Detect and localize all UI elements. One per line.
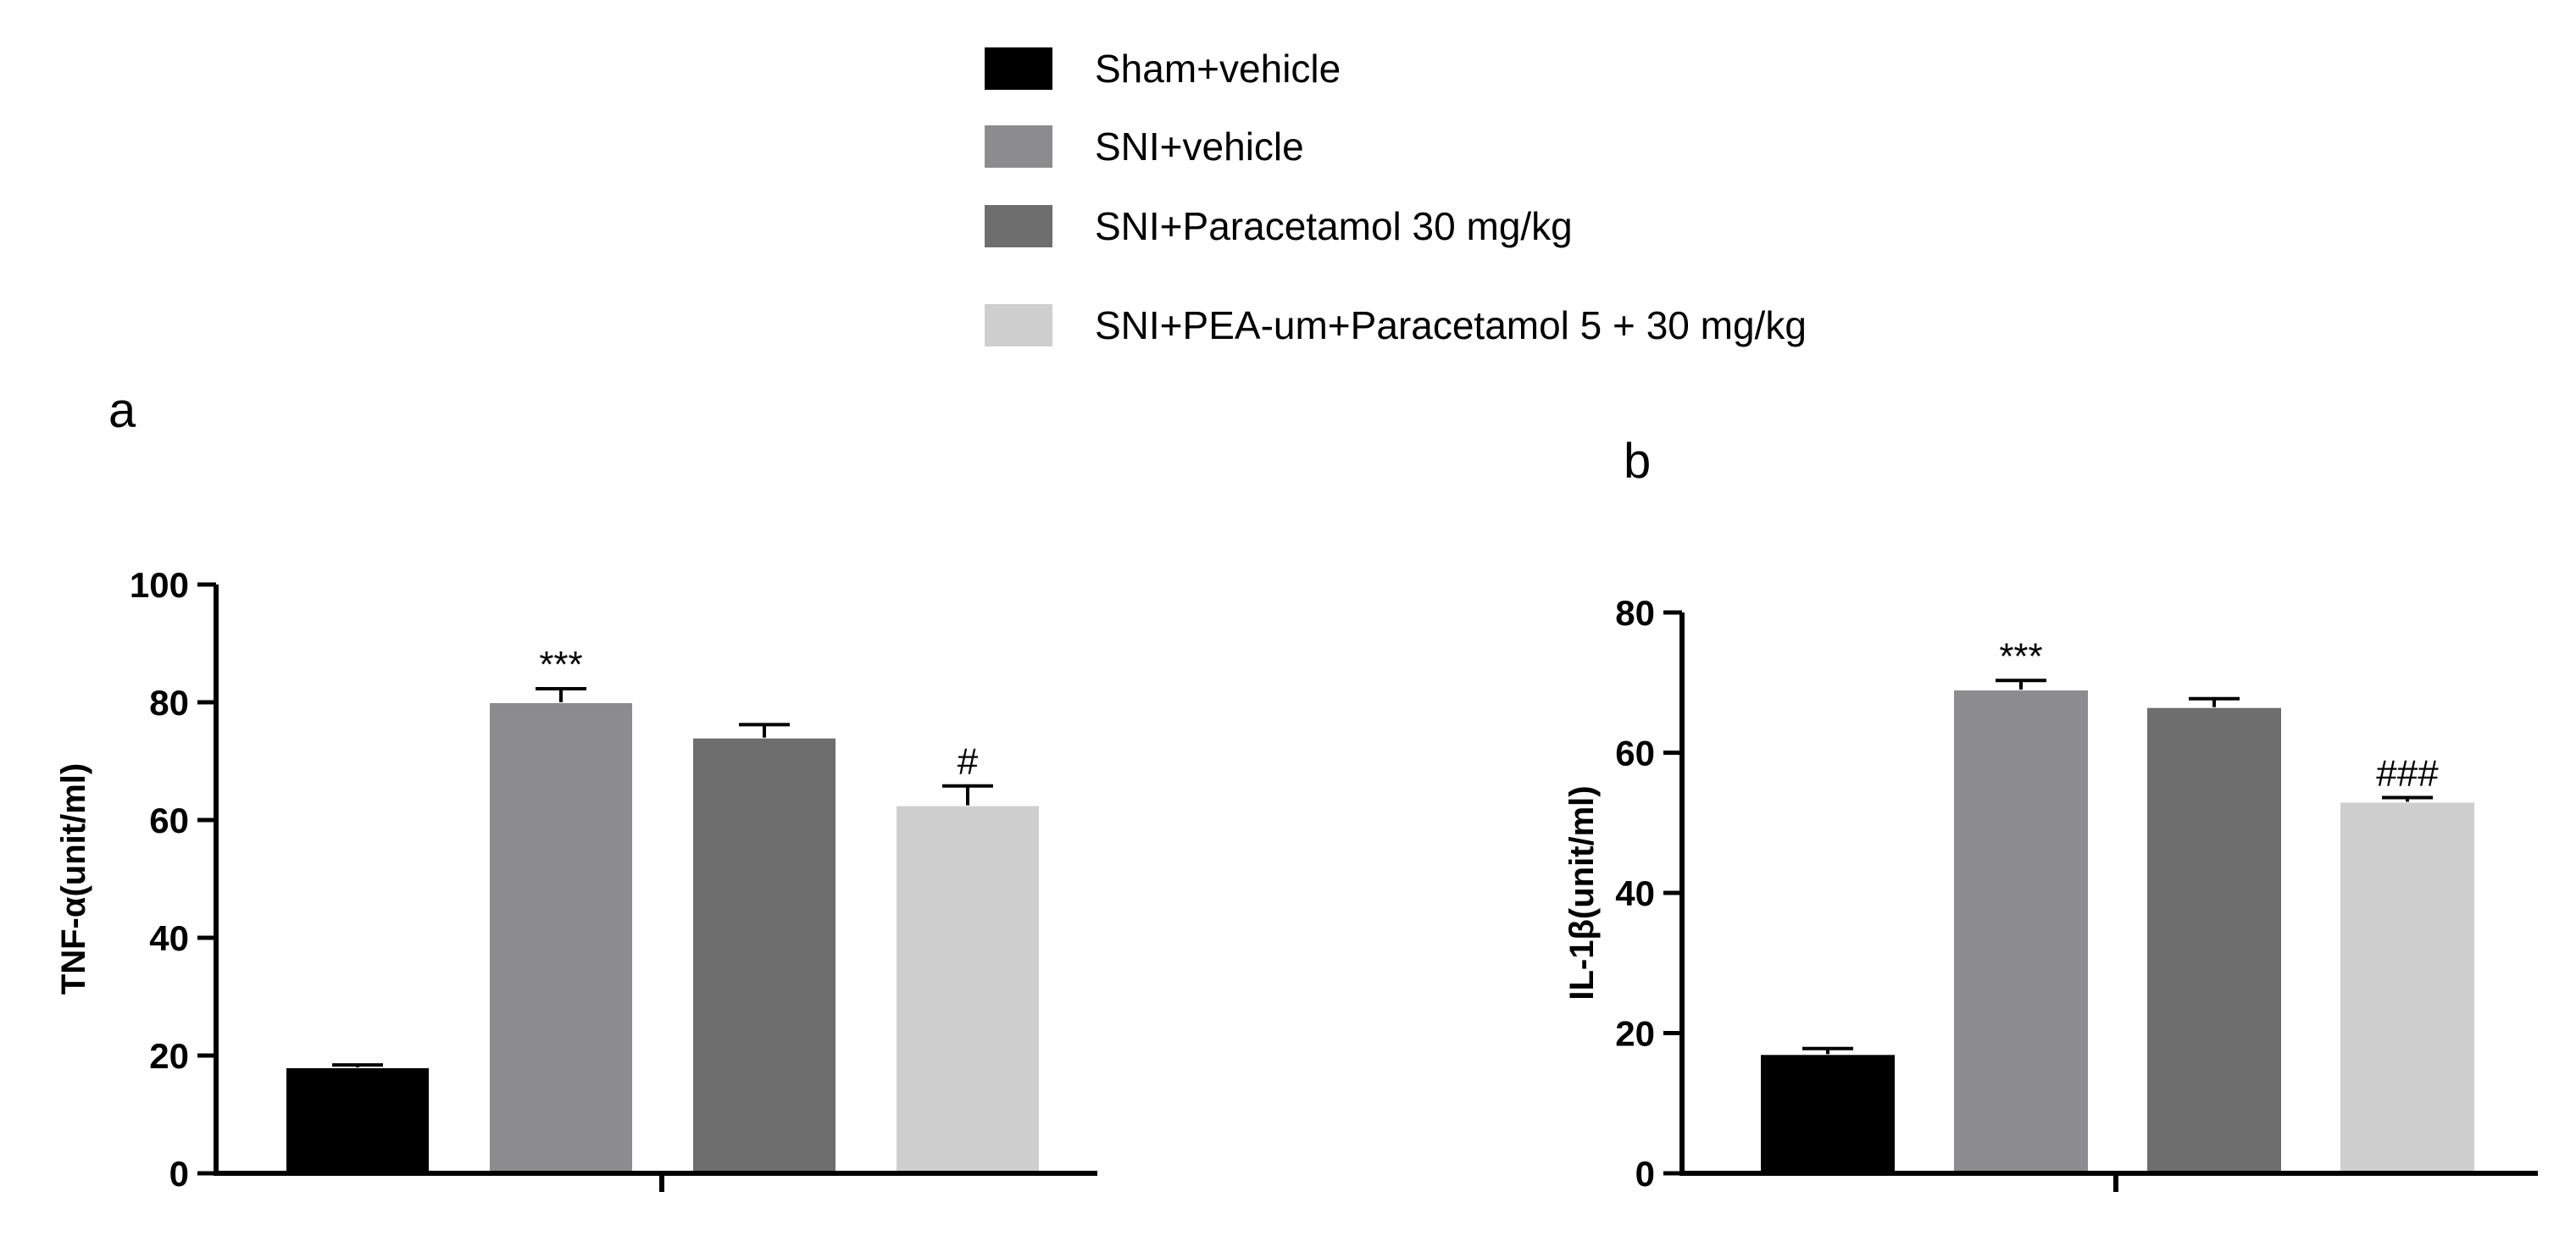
significance-label: *** bbox=[539, 644, 582, 685]
chart-panel-b: *** ### 0 20 40 60 80 IL-1β(unit/ml) bbox=[1563, 593, 2538, 1194]
y-tick-label: 60 bbox=[149, 801, 189, 840]
y-tick-label: 80 bbox=[149, 683, 189, 723]
y-tick-label: 100 bbox=[130, 565, 189, 605]
bar bbox=[285, 1066, 430, 1175]
y-tick-label: 60 bbox=[1615, 734, 1655, 773]
legend-swatch bbox=[985, 125, 1052, 168]
chart-panel-a: *** #0 20 40 60 80 100 TNF-α(unit/ml) bbox=[55, 565, 1097, 1194]
significance-label: ### bbox=[2376, 752, 2439, 794]
y-tick-label: 20 bbox=[1615, 1014, 1655, 1054]
y-tick-label: 0 bbox=[1635, 1154, 1655, 1194]
bar bbox=[691, 736, 837, 1174]
legend-swatch bbox=[985, 47, 1052, 90]
y-tick-label: 40 bbox=[1615, 873, 1655, 913]
legend-swatch bbox=[985, 304, 1052, 346]
y-axis-title: IL-1β(unit/ml) bbox=[1563, 785, 1601, 1000]
legend-swatch bbox=[985, 205, 1052, 247]
y-tick-label: 20 bbox=[149, 1036, 189, 1076]
bar bbox=[1759, 1053, 1896, 1174]
bar bbox=[895, 804, 1041, 1174]
significance-label: # bbox=[958, 741, 979, 783]
y-tick-label: 0 bbox=[169, 1154, 189, 1194]
legend-label: SNI+PEA-um+Paracetamol 5 + 30 mg/kg bbox=[1095, 303, 1807, 347]
y-tick-label: 40 bbox=[149, 918, 189, 958]
bar bbox=[1952, 689, 2090, 1174]
y-tick-label: 80 bbox=[1615, 593, 1655, 633]
panel-label-a: a bbox=[108, 383, 136, 438]
bar bbox=[2146, 706, 2283, 1174]
significance-label: *** bbox=[1999, 635, 2042, 677]
legend-label: Sham+vehicle bbox=[1095, 47, 1341, 91]
bar bbox=[488, 701, 634, 1174]
bar bbox=[2339, 801, 2476, 1174]
panel-label-b: b bbox=[1624, 434, 1652, 489]
legend-label: SNI+Paracetamol 30 mg/kg bbox=[1095, 204, 1573, 248]
y-axis-title: TNF-α(unit/ml) bbox=[55, 763, 92, 995]
legend-label: SNI+vehicle bbox=[1095, 125, 1304, 169]
